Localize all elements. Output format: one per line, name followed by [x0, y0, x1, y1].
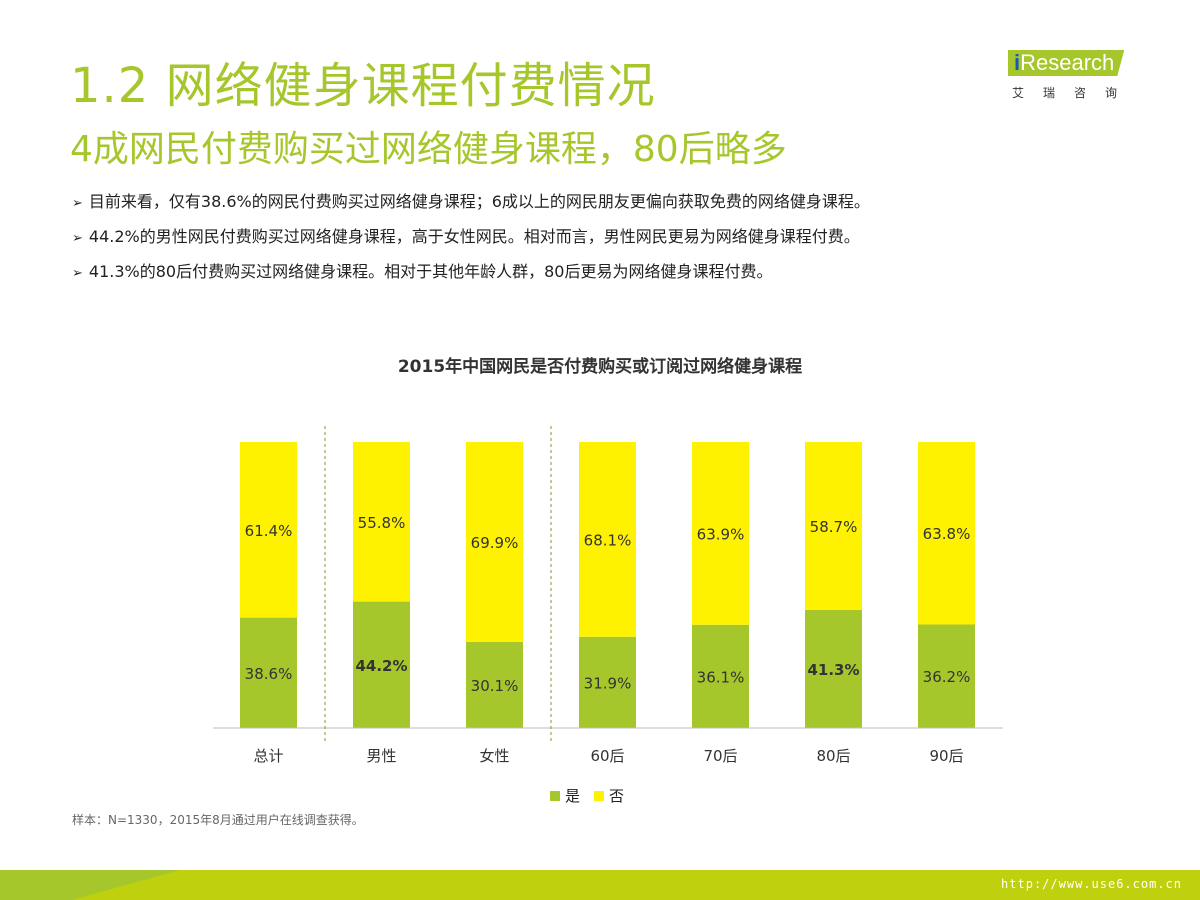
legend-swatch-no — [594, 790, 605, 801]
bar-segment-no — [918, 442, 975, 625]
data-label-yes: 31.9% — [584, 674, 632, 692]
bar-segment-no — [466, 442, 523, 642]
bar-segment-no — [579, 442, 636, 637]
data-label-no: 68.1% — [584, 531, 632, 549]
x-tick-label: 90后 — [929, 747, 963, 765]
bar-segment-yes — [240, 617, 297, 728]
x-tick-label: 70后 — [703, 747, 737, 765]
bar-segment-no — [692, 442, 749, 625]
bullet-item: ➢ 44.2%的男性网民付费购买过网络健身课程，高于女性网民。相对而言，男性网民更… — [72, 227, 860, 246]
legend-swatch-yes — [550, 790, 560, 801]
bar-segment-yes — [466, 641, 523, 728]
data-label-no: 61.4% — [245, 522, 293, 540]
iresearch-logo: iResearch 艾瑞咨询 — [1008, 44, 1136, 106]
data-label-no: 69.9% — [471, 534, 519, 552]
arrow-bullet-icon: ➢ — [72, 196, 83, 211]
footer-stripe — [0, 870, 180, 900]
data-label-yes: 38.6% — [245, 665, 293, 683]
stacked-bar-chart: 38.6% 61.4% 总计 44.2% 55.8% 男性 30.1% 69.9% 女性 31.9… — [213, 426, 1003, 765]
data-label-yes: 36.1% — [697, 668, 745, 686]
legend-item-no: 否 — [594, 785, 624, 806]
bullet-list: ➢ 目前来看，仅有38.6%的网民付费购买过网络健身课程；6成以上的网民朋友更偏向… — [72, 192, 870, 297]
legend-item-yes: 是 — [550, 785, 580, 806]
data-label-yes: 30.1% — [471, 677, 519, 695]
data-label-no: 55.8% — [358, 514, 406, 532]
bar-segment-no — [805, 442, 862, 610]
footer-bar — [0, 870, 1200, 900]
arrow-bullet-icon: ➢ — [72, 231, 83, 246]
data-label-yes: 41.3% — [807, 661, 859, 679]
bar-segment-no — [240, 442, 297, 618]
data-label-no: 63.9% — [697, 525, 745, 543]
logo-chinese: 艾瑞咨询 — [1012, 86, 1137, 100]
x-tick-label: 80后 — [816, 747, 850, 765]
x-tick-label: 60后 — [590, 747, 624, 765]
page-title: 1.2 网络健身课程付费情况 — [70, 58, 656, 114]
sample-footnote: 样本：N=1330，2015年8月通过用户在线调查获得。 — [72, 813, 364, 827]
watermark-url: http://www.use6.com.cn — [1001, 877, 1182, 891]
data-label-yes: 36.2% — [923, 668, 971, 686]
logo-brand: iResearch — [1008, 50, 1125, 76]
data-label-yes: 44.2% — [355, 657, 407, 675]
chart-title: 2015年中国网民是否付费购买或订阅过网络健身课程 — [397, 357, 803, 377]
bar-segment-yes — [918, 624, 975, 728]
data-label-no: 63.8% — [923, 525, 971, 543]
x-tick-label: 总计 — [253, 747, 283, 765]
bar-segment-yes — [353, 601, 410, 728]
x-tick-label: 女性 — [479, 747, 509, 765]
data-label-no: 58.7% — [810, 518, 858, 536]
page-subtitle: 4成网民付费购买过网络健身课程，80后略多 — [70, 129, 787, 170]
x-tick-label: 男性 — [366, 747, 396, 765]
bar-segment-yes — [579, 636, 636, 728]
bullet-item: ➢ 目前来看，仅有38.6%的网民付费购买过网络健身课程；6成以上的网民朋友更偏向… — [72, 192, 870, 211]
bar-segment-yes — [805, 609, 862, 728]
chart-legend: 是 否 — [550, 785, 638, 806]
bar-segment-yes — [692, 624, 749, 728]
arrow-bullet-icon: ➢ — [72, 266, 83, 281]
bullet-item: ➢ 41.3%的80后付费购买过网络健身课程。相对于其他年龄人群，80后更易为网络… — [72, 262, 773, 281]
bar-segment-no — [353, 442, 410, 602]
